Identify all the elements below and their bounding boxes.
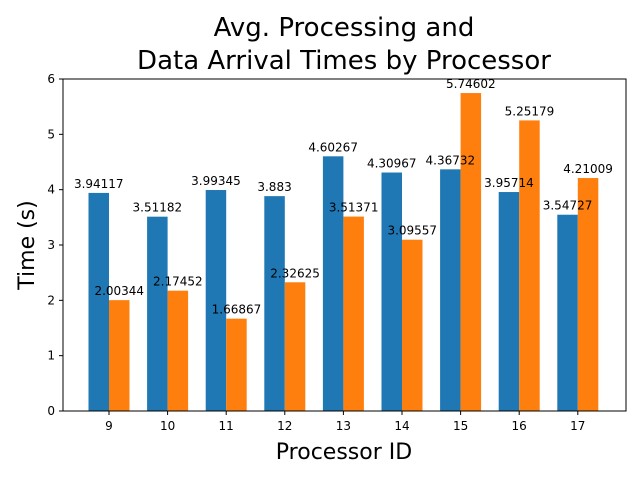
x-tick-label-10: 10 [160,419,175,433]
y-tick-label-6: 6 [47,72,55,86]
x-tick-label-12: 12 [277,419,292,433]
y-tick-label-3: 3 [47,238,55,252]
bar-series1-12 [264,196,285,411]
y-axis-label: Time (s) [15,200,40,290]
plot-frame [62,78,627,412]
bars-layer [88,93,599,412]
data-label-series2-10: 2.17452 [153,275,203,289]
bar-series2-16 [519,120,540,412]
data-label-series2-9: 2.00344 [94,284,144,298]
bar-series1-14 [381,172,402,411]
bar-series1-10 [147,216,168,411]
x-tick-label-11: 11 [219,419,234,433]
data-label-series2-16: 5.25179 [505,104,555,118]
bar-series1-16 [498,192,520,411]
x-axis-label: Processor ID [276,440,412,465]
y-tick-label-5: 5 [47,127,55,141]
bar-series2-14 [402,239,423,411]
data-label-series1-11: 3.99345 [191,174,241,188]
data-label-series2-17: 4.21009 [563,162,613,176]
data-label-series2-15: 5.74602 [446,77,496,91]
bar-series2-12 [284,282,306,411]
data-label-series1-14: 4.30967 [367,157,417,171]
y-tick-label-0: 0 [47,404,55,418]
data-label-series2-12: 2.32625 [270,266,320,280]
chart-title-line-1: Avg. Processing and [214,13,475,43]
bar-series2-17 [577,178,599,411]
chart-title-line-2: Data Arrival Times by Processor [137,46,551,76]
data-labels-layer: 3.94117 3.51182 3.99345 3.883 4.60267 4.30967… [74,77,613,317]
bar-series2-13 [343,216,364,411]
x-tick-label-13: 13 [336,419,351,433]
bar-series1-15 [440,169,461,411]
data-label-series1-15: 4.36732 [426,153,476,167]
data-label-series1-17: 3.54727 [543,199,593,213]
bar-series2-9 [109,300,130,411]
y-tick-label-1: 1 [47,349,55,363]
bar-series2-11 [226,318,247,411]
data-label-series1-9: 3.94117 [74,177,124,191]
bar-series1-9 [88,192,109,411]
x-tick-label-9: 9 [105,419,113,433]
x-tick-label-15: 15 [453,419,468,433]
data-label-series1-13: 4.60267 [308,140,358,154]
bar-series1-17 [557,214,578,411]
data-label-series2-13: 3.51371 [329,201,379,215]
data-label-series1-12: 3.883 [257,180,291,194]
x-tick-label-16: 16 [512,419,527,433]
bar-series1-11 [205,190,227,411]
x-tick-label-14: 14 [394,419,409,433]
bar-series1-13 [322,156,344,411]
y-tick-label-4: 4 [47,183,55,197]
data-label-series2-11: 1.66867 [212,303,262,317]
bar-series2-10 [167,290,189,411]
data-label-series2-14: 3.09557 [387,224,437,238]
x-tick-label-17: 17 [570,419,585,433]
data-label-series1-16: 3.95714 [484,176,534,190]
bar-series2-15 [460,93,482,412]
data-label-series1-10: 3.51182 [133,201,183,215]
y-tick-label-2: 2 [47,293,55,307]
